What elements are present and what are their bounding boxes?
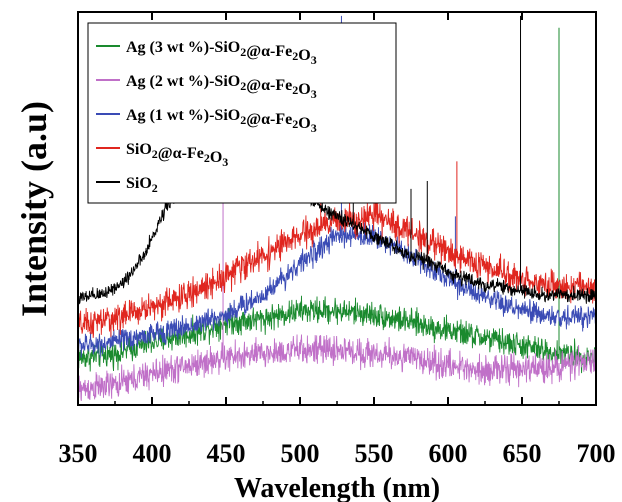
x-axis-title: Wavelength (nm) [234,473,440,502]
x-tick-label-600: 600 [429,439,468,468]
x-tick-label-700: 700 [577,439,616,468]
legend: Ag (3 wt %)-SiO2@α-Fe2O3 Ag (2 wt %)-SiO2… [87,22,397,204]
legend-label-ag3: Ag (3 wt %)-SiO2@α-Fe2O3 [126,39,317,67]
legend-label-sio2: SiO2 [126,175,158,195]
series-line-sio2-fe2o3 [77,197,597,338]
legend-label-sio2-fe2o3: SiO2@α-Fe2O3 [126,141,228,169]
y-axis-title: Intensity (a.u) [14,101,54,317]
series-line-ag3 [77,295,597,374]
legend-box [87,22,397,204]
x-tick-label-550: 550 [355,439,394,468]
series-line-ag1 [77,221,597,359]
x-tick-label-350: 350 [59,439,98,468]
legend-label-ag1: Ag (1 wt %)-SiO2@α-Fe2O3 [126,107,317,135]
x-tick-label-450: 450 [207,439,246,468]
series-line-ag2 [77,334,597,401]
legend-label-ag2: Ag (2 wt %)-SiO2@α-Fe2O3 [126,73,317,101]
x-axis-ticks: 350 400 450 500 550 600 650 700 [59,12,616,468]
x-tick-label-500: 500 [281,439,320,468]
x-tick-label-650: 650 [503,439,542,468]
x-tick-label-400: 400 [133,439,172,468]
series-line-sio2 [77,154,597,305]
